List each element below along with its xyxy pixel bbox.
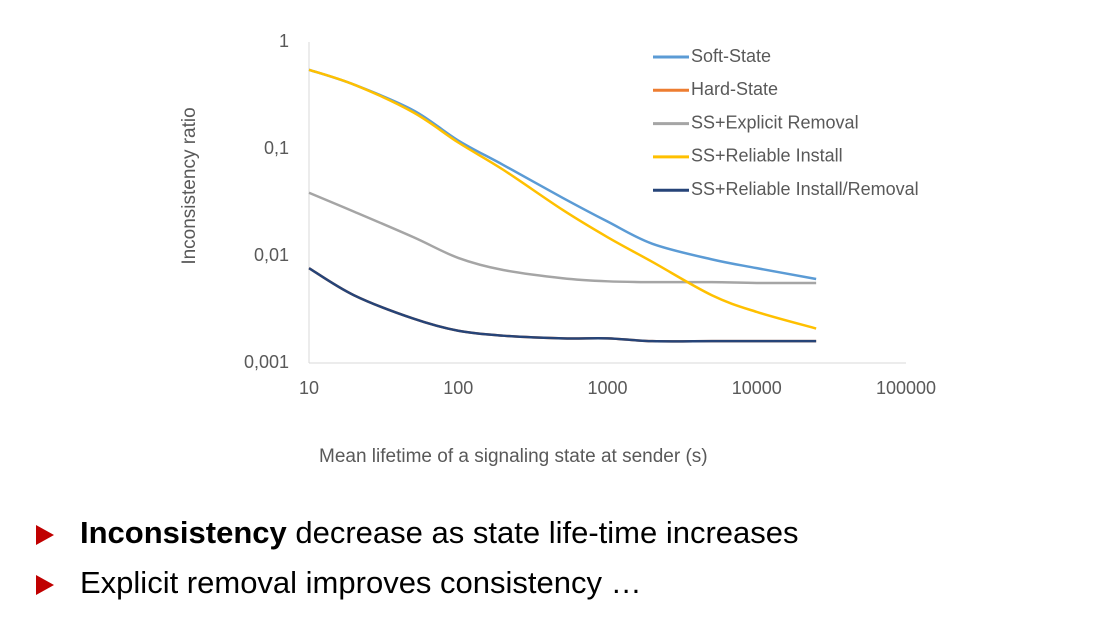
bullet-icon (36, 525, 54, 545)
legend-label: Soft-State (691, 46, 771, 66)
y-tick-label: 1 (279, 31, 289, 51)
bullet-bold: Inconsistency (80, 515, 287, 550)
series-line (308, 191, 817, 285)
bullet-text: Explicit removal improves consistency … (80, 565, 642, 600)
y-tick-label: 0,01 (254, 245, 289, 265)
legend-label: SS+Explicit Removal (691, 112, 859, 132)
y-tick-label: 0,1 (264, 138, 289, 158)
bullet-icon (36, 575, 54, 595)
x-tick-label: 100000 (876, 378, 936, 398)
x-tick-label: 100 (443, 378, 473, 398)
series-line (308, 68, 817, 281)
y-axis-label: Inconsistency ratio (179, 107, 200, 264)
series-line (308, 68, 817, 330)
chart: Mean lifetime of a signaling state at se… (179, 31, 936, 467)
legend-label: Hard-State (691, 79, 778, 99)
bullet: Inconsistency decrease as state life-tim… (36, 510, 799, 560)
bullet: Explicit removal improves consistency … (36, 560, 799, 610)
x-tick-label: 10000 (732, 378, 782, 398)
bullet-text: decrease as state life-time increases (295, 515, 799, 550)
x-axis-label: Mean lifetime of a signaling state at se… (319, 446, 708, 467)
legend-label: SS+Reliable Install/Removal (691, 179, 919, 199)
series-line (308, 267, 817, 343)
legend-label: SS+Reliable Install (691, 146, 843, 166)
x-tick-label: 1000 (587, 378, 627, 398)
x-tick-label: 10 (299, 378, 319, 398)
bullet-list: Inconsistency decrease as state life-tim… (36, 510, 799, 610)
y-tick-label: 0,001 (244, 352, 289, 372)
